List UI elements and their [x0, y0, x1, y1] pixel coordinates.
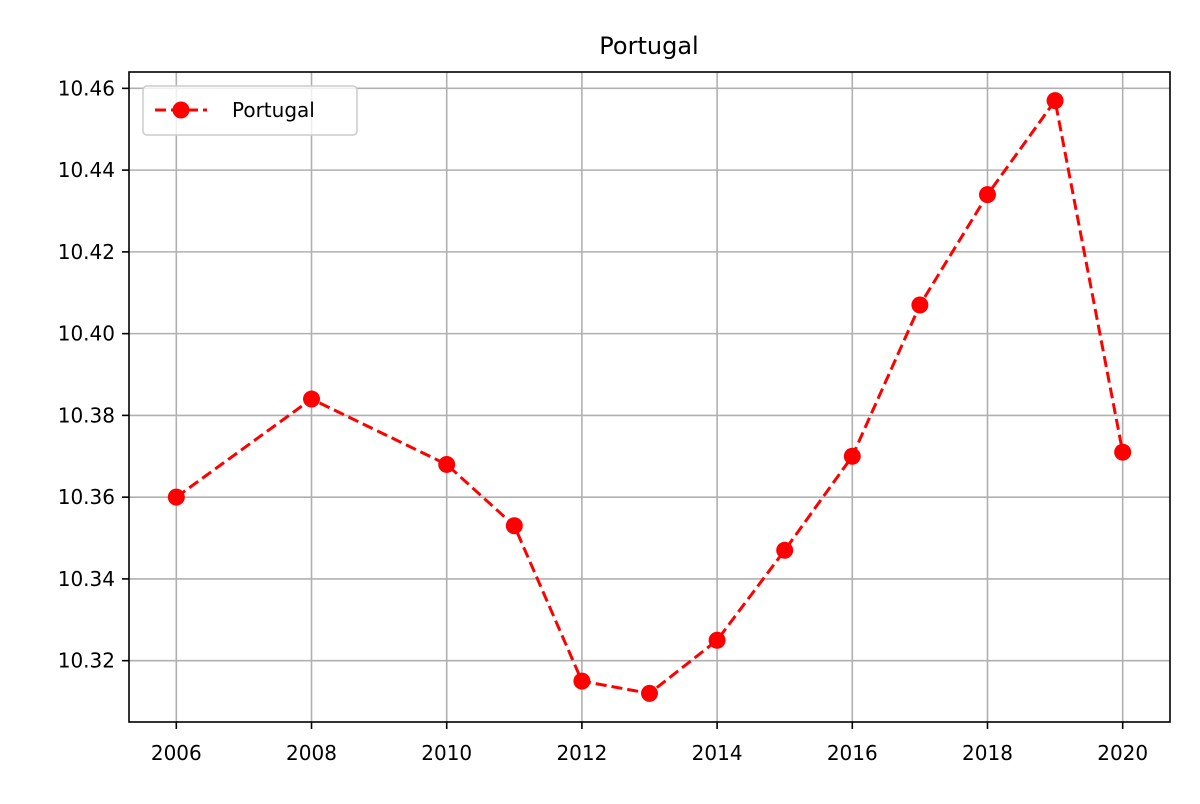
- data-point: [573, 672, 591, 690]
- legend-marker: [172, 101, 190, 119]
- data-point: [641, 684, 658, 702]
- y-tick-label: 10.36: [58, 485, 115, 509]
- x-tick-label: 2014: [692, 741, 743, 765]
- data-point: [505, 517, 523, 535]
- y-tick-label: 10.44: [58, 158, 115, 182]
- grid-lines: [129, 72, 1170, 722]
- data-point: [303, 390, 321, 408]
- data-point: [978, 186, 996, 204]
- y-tick-label: 10.40: [58, 322, 115, 346]
- plot-frame: [128, 71, 1171, 723]
- x-tick-label: 2012: [556, 741, 607, 765]
- data-point: [776, 541, 794, 559]
- data-point: [1046, 92, 1064, 110]
- x-tick-label: 2020: [1097, 741, 1148, 765]
- data-point: [708, 631, 726, 649]
- x-tick-label: 2008: [286, 741, 337, 765]
- legend-box: [142, 85, 358, 136]
- data-point: [167, 488, 185, 506]
- data-point: [843, 447, 861, 465]
- axes: 2006 2008 2010 2012 2014 2016 2018 2020 10.32 10.…: [58, 71, 1171, 765]
- x-tick-label: 2010: [421, 741, 472, 765]
- y-tick-label: 10.32: [58, 649, 115, 673]
- data-point: [438, 455, 456, 473]
- x-tick-label: 2006: [151, 741, 202, 765]
- x-tick-label: 2016: [827, 741, 878, 765]
- chart-title: Portugal: [599, 32, 698, 60]
- data-point: [1114, 443, 1132, 461]
- data-point: [911, 296, 929, 314]
- x-tick-label: 2018: [962, 741, 1013, 765]
- legend-label: Portugal: [232, 98, 315, 122]
- series-layer: [167, 92, 1132, 702]
- y-tick-label: 10.46: [58, 76, 115, 100]
- legend: Portugal: [142, 85, 358, 136]
- y-tick-label: 10.38: [58, 403, 115, 427]
- y-tick-label: 10.42: [58, 240, 115, 264]
- y-tick-label: 10.34: [58, 567, 115, 591]
